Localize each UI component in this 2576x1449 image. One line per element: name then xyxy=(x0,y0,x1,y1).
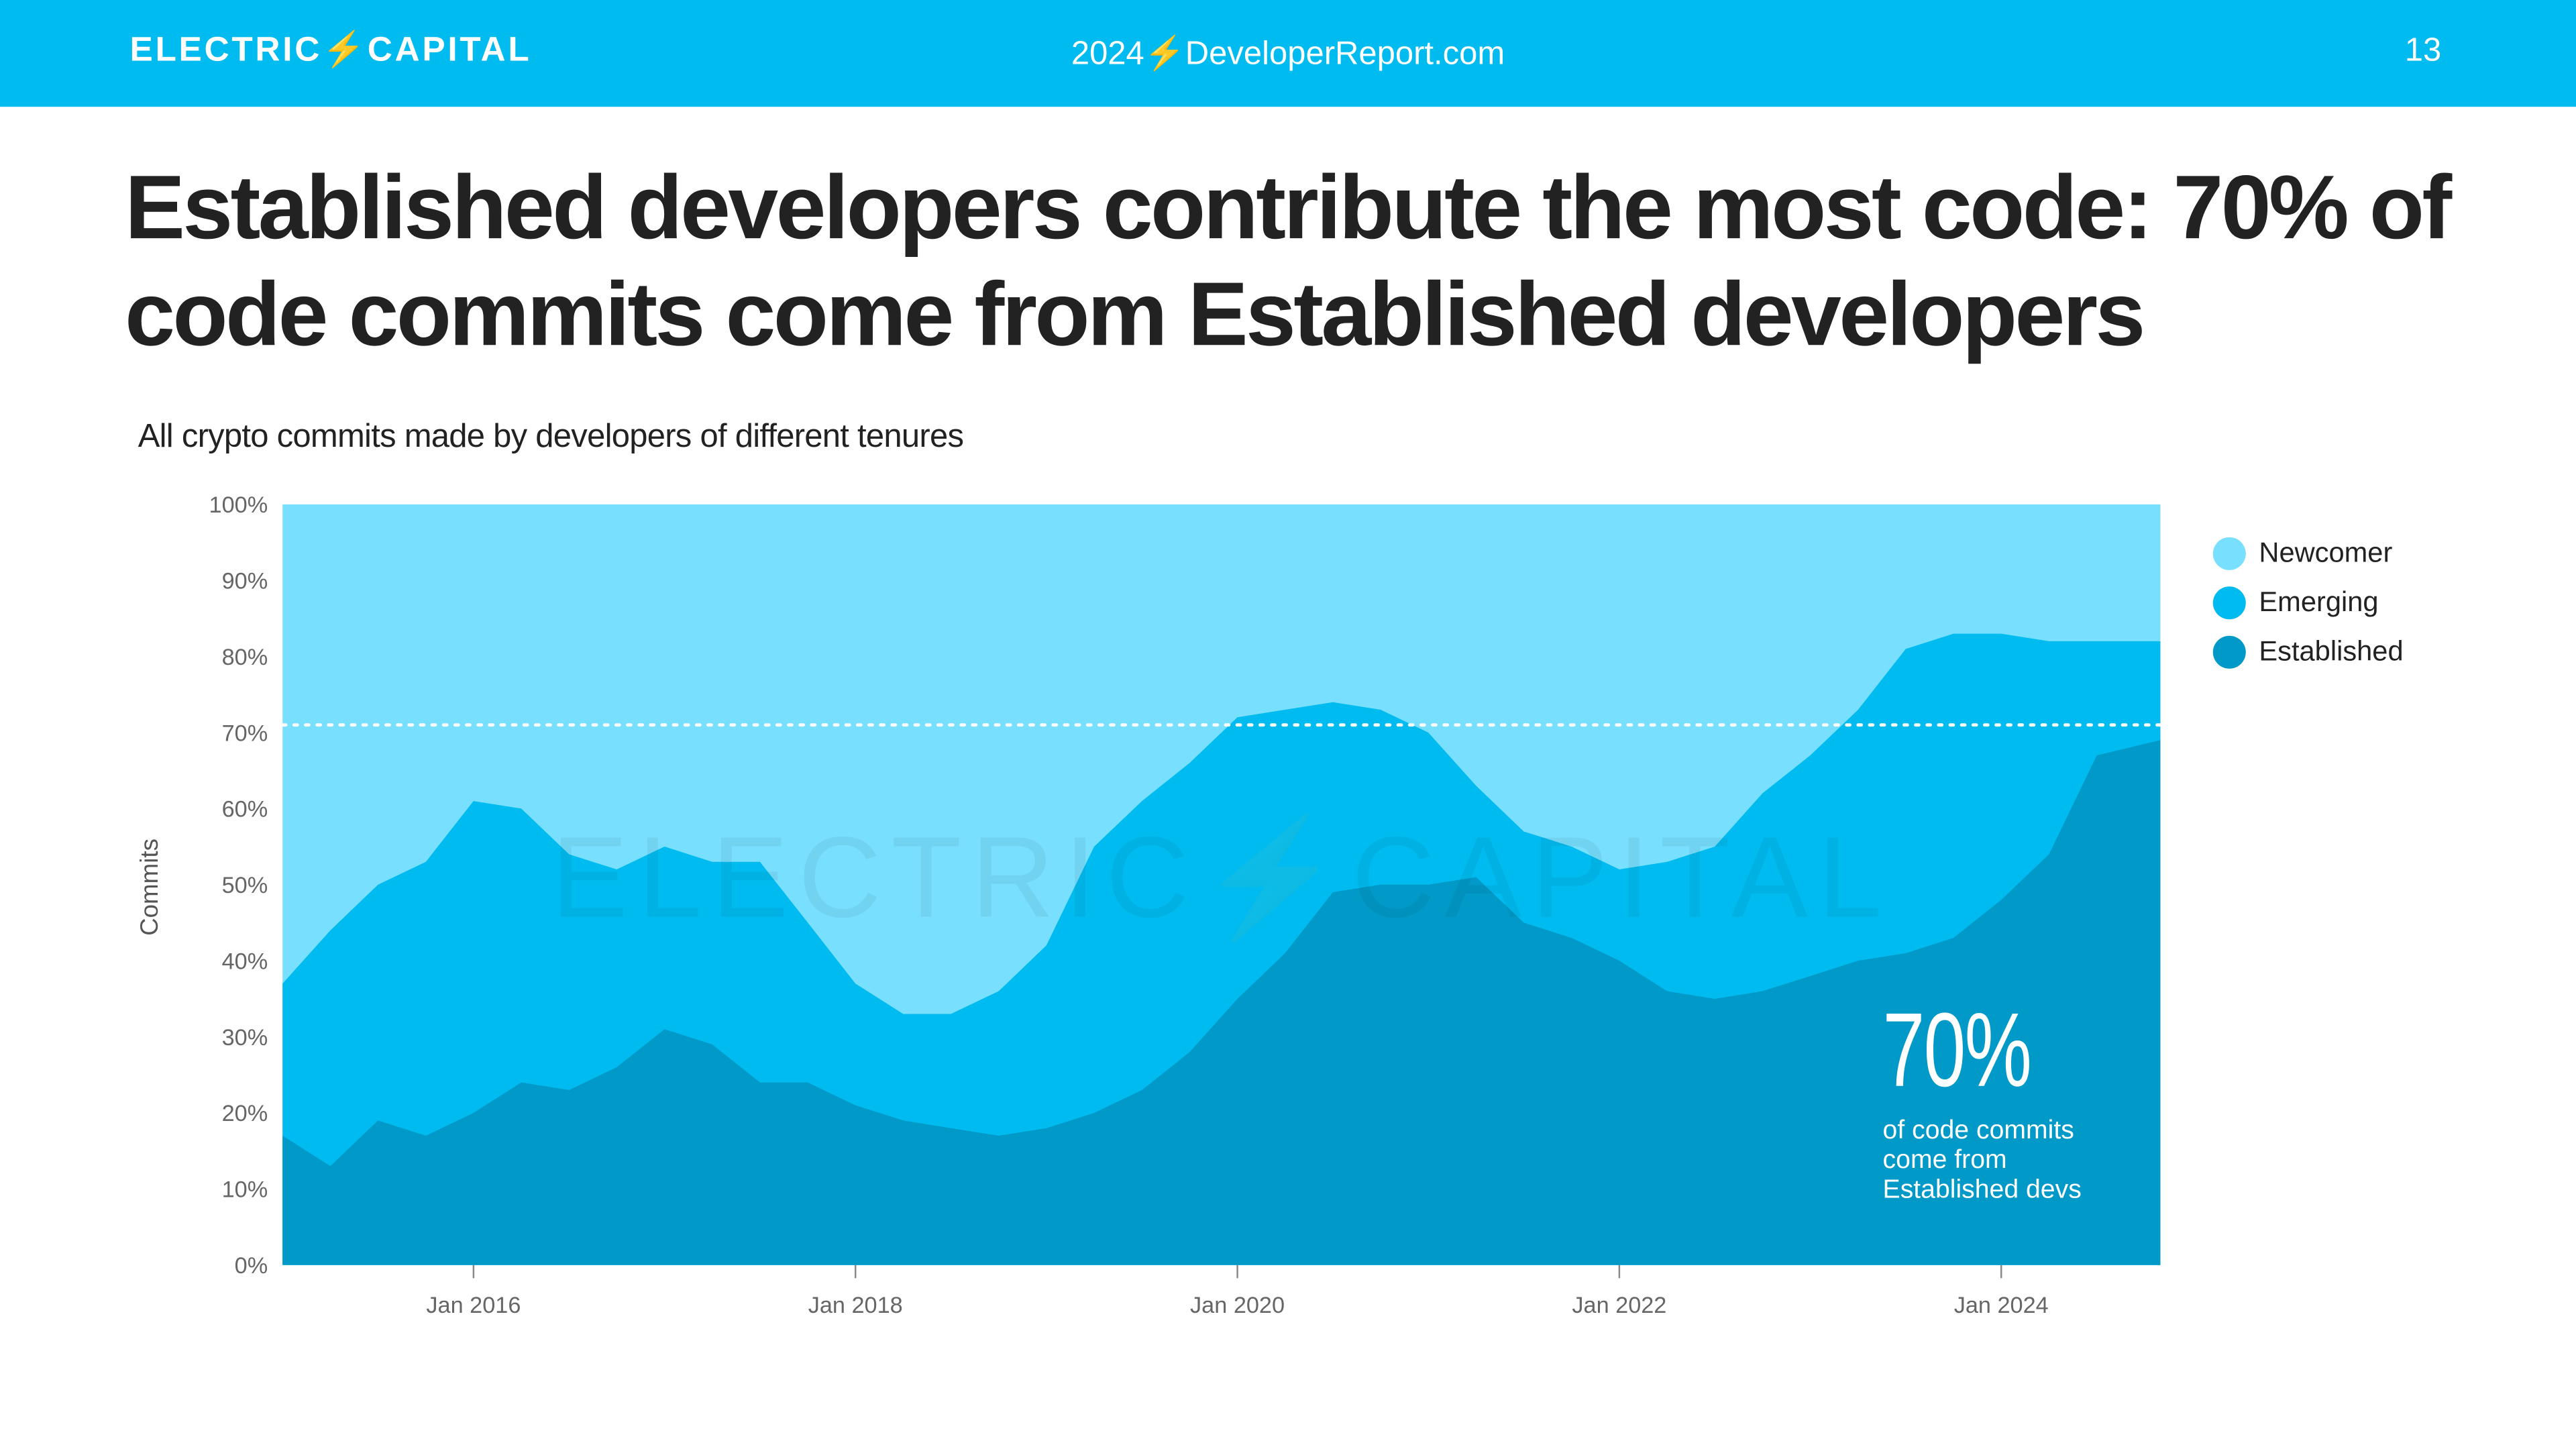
x-tick-label: Jan 2022 xyxy=(1572,1293,1666,1318)
y-tick-label: 100% xyxy=(209,492,268,518)
legend-item-established: Established xyxy=(2212,628,2404,677)
legend-item-newcomer: Newcomer xyxy=(2212,529,2404,578)
y-tick-label: 50% xyxy=(222,873,268,898)
legend-label: Established xyxy=(2259,635,2404,667)
y-tick-label: 90% xyxy=(222,568,268,594)
legend-label: Newcomer xyxy=(2259,537,2393,569)
legend-swatch-established xyxy=(2212,635,2246,669)
y-tick-label: 40% xyxy=(222,949,268,974)
legend: Newcomer Emerging Established xyxy=(2212,529,2404,677)
y-axis-label: Commits xyxy=(136,839,163,936)
y-tick-label: 30% xyxy=(222,1025,268,1051)
legend-label: Emerging xyxy=(2259,586,2379,618)
area-established xyxy=(282,740,2161,1265)
legend-item-emerging: Emerging xyxy=(2212,578,2404,627)
page-title: Established developers contribute the mo… xyxy=(125,156,2452,365)
watermark: ELECTRIC⚡CAPITAL xyxy=(551,812,1892,946)
y-tick-label: 70% xyxy=(222,720,268,746)
x-tick-label: Jan 2020 xyxy=(1190,1293,1285,1318)
legend-swatch-emerging xyxy=(2212,586,2246,620)
annotation-value: 70% xyxy=(1882,990,2032,1110)
chart-annotation: 70% of code commits come from Establishe… xyxy=(1883,992,2146,1205)
y-tick-label: 10% xyxy=(222,1177,268,1203)
header-bar: ELECTRIC⚡CAPITAL 2024⚡DeveloperReport.co… xyxy=(0,0,2576,107)
x-tick-label: Jan 2018 xyxy=(808,1293,903,1318)
y-tick-label: 60% xyxy=(222,797,268,822)
x-tick-label: Jan 2016 xyxy=(426,1293,521,1318)
annotation-text: of code commits come from Established de… xyxy=(1882,1117,2082,1205)
x-tick-label: Jan 2024 xyxy=(1954,1293,2049,1318)
y-tick-label: 0% xyxy=(235,1253,268,1279)
y-tick-label: 20% xyxy=(222,1101,268,1126)
report-url[interactable]: 2024⚡DeveloperReport.com xyxy=(1071,36,1505,72)
chart-title: All crypto commits made by developers of… xyxy=(138,419,964,455)
y-tick-label: 80% xyxy=(222,645,268,670)
brand-logo: ELECTRIC⚡CAPITAL xyxy=(129,31,532,69)
legend-swatch-newcomer xyxy=(2212,537,2246,570)
page-number: 13 xyxy=(2404,32,2442,69)
